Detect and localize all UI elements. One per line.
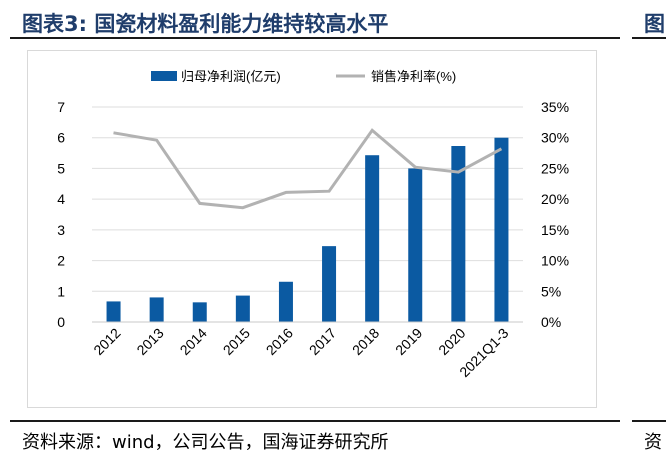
y-right-ticks: 0% 5% 10% 15% 20% 25% 30% 35% — [541, 99, 569, 330]
legend-label-net-profit: 归母净利润(亿元) — [181, 69, 281, 84]
y-right-tick-label: 30% — [541, 130, 569, 146]
y-left-tick-label: 6 — [57, 130, 65, 146]
y-left-tick-label: 3 — [57, 222, 65, 238]
y-right-tick-label: 20% — [541, 191, 569, 207]
y-left-ticks: 0 1 2 3 4 5 6 7 — [57, 99, 65, 330]
x-tick-label: 2013 — [133, 325, 166, 358]
x-tick-label: 2019 — [392, 325, 425, 358]
net-margin-line — [113, 128, 503, 210]
bar-net-profit — [235, 295, 250, 322]
source-rule — [10, 420, 620, 422]
x-ticks: 2012 2013 2014 2015 2016 2017 2018 2019 20202021… — [90, 325, 511, 380]
bar-net-profit — [365, 155, 380, 322]
title-rule — [10, 37, 620, 39]
bar-net-profit — [322, 246, 337, 322]
legend: 归母净利润(亿元) 销售净利率(%) — [151, 69, 456, 84]
bar-net-profit — [106, 301, 121, 322]
legend-label-net-margin: 销售净利率(%) — [371, 69, 456, 84]
gridlines — [92, 106, 523, 292]
x-tick-label: 2018 — [349, 325, 382, 358]
y-left-tick-label: 4 — [57, 191, 65, 207]
adjacent-source-fragment: 资 — [644, 432, 662, 453]
x-tick-label: 2016 — [263, 325, 296, 358]
x-tick-label: 2020 — [435, 325, 468, 358]
adjacent-title-rule — [632, 37, 666, 39]
y-right-tick-label: 15% — [541, 222, 569, 238]
y-left-tick-label: 1 — [57, 283, 65, 299]
bar-net-profit — [451, 146, 466, 322]
figure-title: 图表3: 国瓷材料盈利能力维持较高水平 — [22, 12, 389, 36]
legend-swatch-net-profit — [151, 71, 177, 81]
y-right-tick-label: 0% — [541, 314, 561, 330]
y-right-tick-label: 10% — [541, 253, 569, 269]
bar-net-profit — [278, 281, 293, 322]
y-right-tick-label: 35% — [541, 99, 569, 115]
y-left-tick-label: 7 — [57, 99, 65, 115]
bar-series — [106, 137, 509, 322]
x-tick-label: 2014 — [177, 325, 210, 358]
y-right-tick-label: 25% — [541, 160, 569, 176]
bar-net-profit — [149, 297, 164, 322]
y-left-tick-label: 2 — [57, 253, 65, 269]
x-tick-label: 2015 — [220, 325, 253, 358]
bar-net-profit — [408, 168, 423, 322]
chart-frame — [27, 50, 597, 408]
source-note: 资料来源：wind，公司公告，国海证券研究所 — [22, 432, 389, 453]
bar-net-profit — [192, 302, 207, 322]
y-right-tick-label: 5% — [541, 283, 561, 299]
adjacent-source-rule — [632, 420, 666, 422]
adjacent-figure-title-fragment: 图 — [644, 12, 665, 36]
y-left-tick-label: 5 — [57, 160, 65, 176]
x-tick-label: 2017 — [306, 325, 339, 358]
x-tick-label: 2012 — [90, 325, 123, 358]
y-left-tick-label: 0 — [57, 314, 65, 330]
bar-net-profit — [494, 137, 509, 322]
